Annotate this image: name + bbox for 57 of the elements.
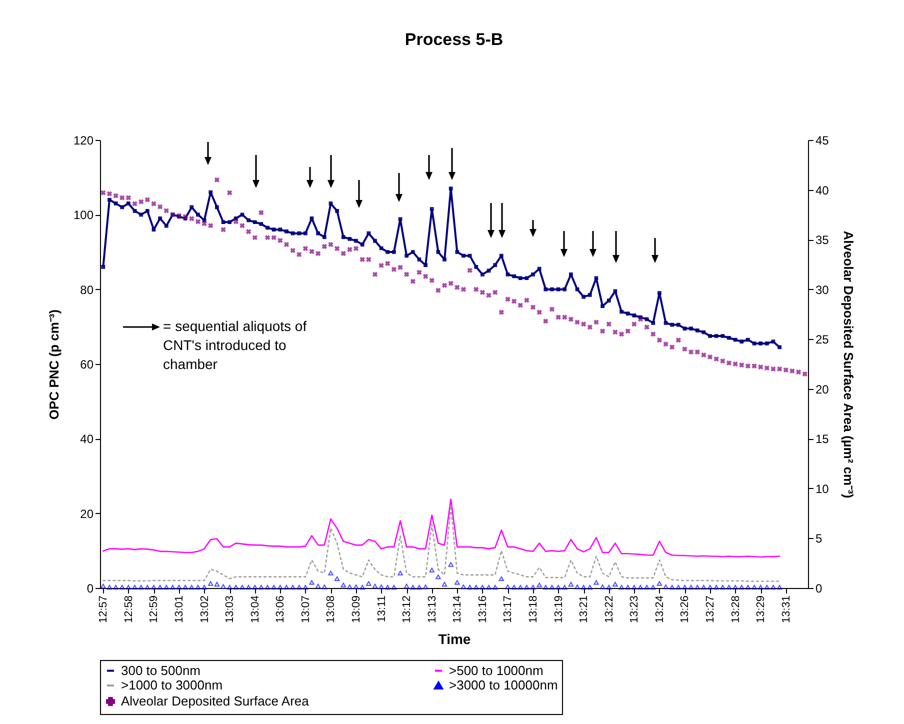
x-axis-title: Time bbox=[438, 631, 471, 648]
line-series bbox=[102, 498, 780, 558]
x-tick-label: 13:06 bbox=[274, 596, 287, 624]
x-tick-label: 13:14 bbox=[452, 596, 464, 624]
y2-tick-label: 45 bbox=[816, 134, 830, 148]
y2-tick-label: 5 bbox=[816, 532, 822, 546]
x-tick-label: 13:07 bbox=[300, 596, 312, 624]
x-tick-label: 12:57 bbox=[98, 596, 110, 624]
y-tick-label: 60 bbox=[80, 358, 94, 372]
x-tick-label: 13:27 bbox=[704, 596, 717, 624]
y-tick-label: 0 bbox=[86, 582, 94, 596]
y-axis-title: OPC PNC (p cm⁻³) bbox=[46, 309, 62, 420]
y2-tick-label: 30 bbox=[816, 282, 830, 297]
x-tick-label: 13:17 bbox=[502, 596, 514, 624]
y-tick-label: 80 bbox=[80, 282, 94, 297]
legend-label: Alveolar Deposited Surface Area bbox=[121, 694, 310, 708]
y2-tick-label: 0 bbox=[816, 582, 822, 596]
x-tick-label: 13:16 bbox=[476, 596, 489, 624]
x-tick-label: 13:22 bbox=[603, 596, 616, 624]
y-tick-label: 40 bbox=[80, 432, 94, 446]
x-tick-label: 13:21 bbox=[578, 596, 590, 624]
x-tick-label: 13:23 bbox=[628, 596, 641, 624]
x-tick-label: 13:03 bbox=[224, 596, 236, 624]
legend-label: >1000 to 3000nm bbox=[121, 678, 223, 692]
x-tick-label: 13:26 bbox=[679, 596, 692, 624]
legend-label: 300 to 500nm bbox=[121, 662, 201, 678]
x-tick-label: 13:12 bbox=[401, 596, 414, 624]
x-tick-label: 13:29 bbox=[755, 596, 768, 624]
x-tick-label: 12:58 bbox=[122, 596, 135, 624]
x-tick-label: 13:28 bbox=[730, 596, 742, 624]
y2-tick-label: 25 bbox=[816, 332, 830, 347]
line-series bbox=[102, 505, 780, 582]
x-tick-label: 13:02 bbox=[198, 596, 211, 624]
y2-tick-label: 35 bbox=[816, 233, 830, 248]
annotation: = sequential aliquots of CNT's introduced to chamber bbox=[163, 318, 307, 372]
y2-tick-label: 15 bbox=[816, 432, 830, 446]
x-tick-label: 13:08 bbox=[325, 596, 338, 624]
y-tick-label: 100 bbox=[73, 208, 94, 222]
y-tick-label: 120 bbox=[73, 134, 94, 148]
x-tick-label: 13:11 bbox=[376, 596, 388, 622]
y2-tick-label: 20 bbox=[816, 382, 830, 396]
y-tick-label: 20 bbox=[80, 506, 94, 521]
x-tick-label: 13:18 bbox=[528, 596, 540, 624]
x-tick-label: 13:13 bbox=[426, 596, 438, 624]
x-tick-label: 13:04 bbox=[249, 596, 262, 624]
x-tick-label: 13:31 bbox=[780, 596, 792, 624]
x-tick-label: 13:09 bbox=[350, 596, 363, 624]
legend-label: >3000 to 10000nm bbox=[449, 678, 558, 692]
y2-tick-label: 40 bbox=[816, 183, 830, 198]
y2-tick-label: 10 bbox=[816, 482, 830, 496]
x-tick-label: 13:19 bbox=[552, 596, 565, 624]
legend-label: >500 to 1000nm bbox=[449, 662, 544, 678]
x-tick-label: 13:01 bbox=[174, 596, 186, 624]
y2-axis-title: Alveolar Deposited Surface Area (µm² cm⁻³) bbox=[840, 230, 856, 498]
x-tick-label: 13:24 bbox=[654, 596, 666, 624]
x-tick-label: 12:59 bbox=[148, 596, 160, 624]
chart-title: Process 5-B bbox=[404, 30, 504, 49]
